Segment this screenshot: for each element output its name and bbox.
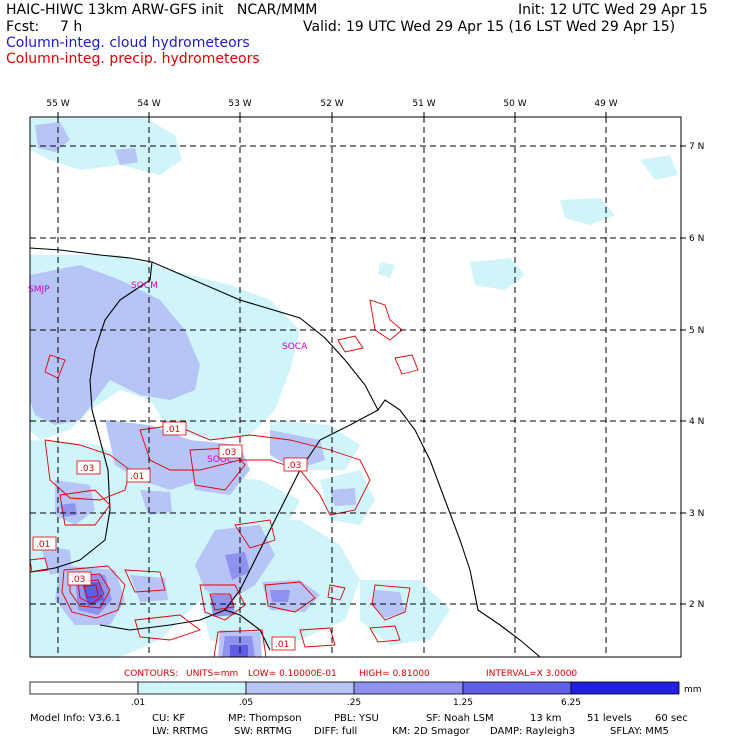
contour-info-high: HIGH= 0.81000: [359, 669, 430, 679]
coastline-borders: [30, 247, 541, 657]
model-info-sf: SF: Noah LSM: [426, 713, 494, 724]
colorbar-segment: [245, 681, 355, 695]
lon-label: 50 W: [503, 99, 526, 109]
model-info-diff: DIFF: full: [314, 726, 357, 737]
frame-ticks: [57, 112, 686, 605]
model-info-pbl: PBL: YSU: [334, 713, 379, 724]
lat-label: 6 N: [689, 234, 704, 244]
contour-info-units: UNITS=mm: [186, 669, 238, 679]
colorbar-tick: .05: [239, 698, 253, 708]
lon-label: 51 W: [412, 99, 435, 109]
contour-info-low: LOW= 0.10000E-01: [248, 669, 337, 679]
lat-label: 4 N: [689, 417, 704, 427]
model-info-timestep: 60 sec: [655, 713, 688, 724]
station-label: SOOC: [207, 455, 233, 465]
lon-label: 55 W: [46, 99, 69, 109]
lon-label: 53 W: [228, 99, 251, 109]
forecast-label: Fcst:: [6, 19, 40, 35]
field-precip-label: Column-integ. precip. hydrometeors: [6, 51, 260, 67]
contour-label: .01: [275, 640, 289, 650]
contour-info-contours: CONTOURS:: [124, 669, 178, 679]
contour-label: .03: [287, 461, 301, 471]
colorbar-segment: [462, 681, 572, 695]
model-info-version: Model Info: V3.6.1: [30, 713, 121, 724]
field-cloud-label: Column-integ. cloud hydrometeors: [6, 35, 250, 51]
contour-label: .01: [36, 540, 50, 550]
colorbar-tick: .01: [131, 698, 145, 708]
model-info-km: KM: 2D Smagor: [392, 726, 471, 737]
colorbar-tick: 1.25: [453, 698, 473, 708]
model-info-res: 13 km: [530, 713, 561, 724]
contour-info-interval: INTERVAL=X 3.0000: [486, 669, 577, 679]
colorbar-tick: .25: [347, 698, 361, 708]
model-info-mp: MP: Thompson: [228, 713, 302, 724]
contour-label: .03: [80, 464, 94, 474]
colorbar: [29, 681, 680, 695]
lon-label: 54 W: [137, 99, 160, 109]
model-info-sflay: SFLAY: MM5: [610, 726, 669, 737]
valid-time: Valid: 19 UTC Wed 29 Apr 15 (16 LST Wed …: [303, 19, 676, 35]
model-info-sw: SW: RRTMG: [234, 726, 292, 737]
colorbar-units: mm: [684, 685, 702, 695]
colorbar-tick: 6.25: [561, 698, 581, 708]
station-label: SOCM: [131, 281, 158, 291]
colorbar-segment: [570, 681, 680, 695]
lat-label: 7 N: [689, 142, 704, 152]
model-info-damp: DAMP: Rayleigh3: [490, 726, 575, 737]
colorbar-segment: [137, 681, 247, 695]
init-time: Init: 12 UTC Wed 29 Apr 15: [518, 2, 708, 18]
plot-title: HAIC-HIWC 13km ARW-GFS init NCAR/MMM: [6, 2, 318, 18]
colorbar-segment: [29, 681, 139, 695]
colorbar-segment: [353, 681, 464, 695]
contour-label: .01: [130, 472, 144, 482]
lat-lon-grid: [30, 117, 681, 657]
model-info-levels: 51 levels: [587, 713, 632, 724]
contour-label: .03: [71, 575, 85, 585]
station-label: SMJP: [28, 285, 50, 295]
model-info-lw: LW: RRTMG: [152, 726, 208, 737]
contour-label: .03: [222, 448, 236, 458]
contour-label: .01: [166, 425, 180, 435]
station-label: SOCA: [282, 342, 308, 352]
model-info-cu: CU: KF: [152, 713, 185, 724]
lon-label: 49 W: [594, 99, 617, 109]
map-frame: [29, 116, 682, 658]
lat-label: 2 N: [689, 600, 704, 610]
lat-label: 3 N: [689, 509, 704, 519]
lat-label: 5 N: [689, 326, 704, 336]
forecast-value: 7 h: [60, 19, 83, 35]
lon-label: 52 W: [320, 99, 343, 109]
